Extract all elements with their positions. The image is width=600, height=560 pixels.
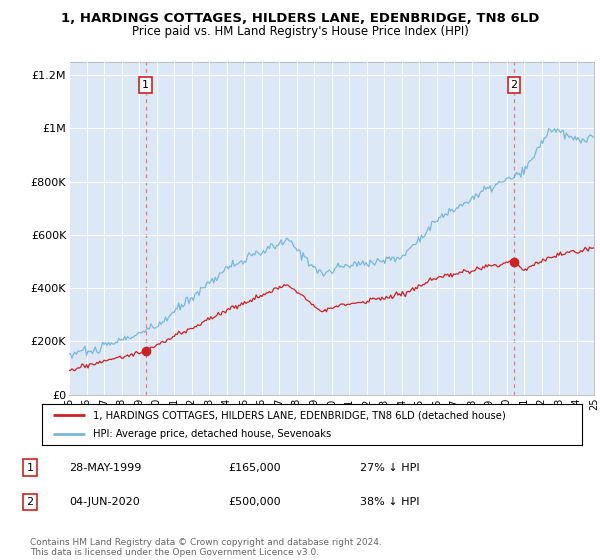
Text: 04-JUN-2020: 04-JUN-2020: [69, 497, 140, 507]
Text: 38% ↓ HPI: 38% ↓ HPI: [360, 497, 419, 507]
Text: 28-MAY-1999: 28-MAY-1999: [69, 463, 142, 473]
Text: 2: 2: [510, 80, 517, 90]
Text: 1: 1: [26, 463, 34, 473]
Text: Contains HM Land Registry data © Crown copyright and database right 2024.
This d: Contains HM Land Registry data © Crown c…: [30, 538, 382, 557]
Text: 1, HARDINGS COTTAGES, HILDERS LANE, EDENBRIDGE, TN8 6LD: 1, HARDINGS COTTAGES, HILDERS LANE, EDEN…: [61, 12, 539, 25]
Text: £500,000: £500,000: [228, 497, 281, 507]
Text: 1, HARDINGS COTTAGES, HILDERS LANE, EDENBRIDGE, TN8 6LD (detached house): 1, HARDINGS COTTAGES, HILDERS LANE, EDEN…: [94, 410, 506, 421]
Text: 2: 2: [26, 497, 34, 507]
Text: 1: 1: [142, 80, 149, 90]
Text: Price paid vs. HM Land Registry's House Price Index (HPI): Price paid vs. HM Land Registry's House …: [131, 25, 469, 38]
Text: HPI: Average price, detached house, Sevenoaks: HPI: Average price, detached house, Seve…: [94, 429, 332, 439]
Text: 27% ↓ HPI: 27% ↓ HPI: [360, 463, 419, 473]
Text: £165,000: £165,000: [228, 463, 281, 473]
